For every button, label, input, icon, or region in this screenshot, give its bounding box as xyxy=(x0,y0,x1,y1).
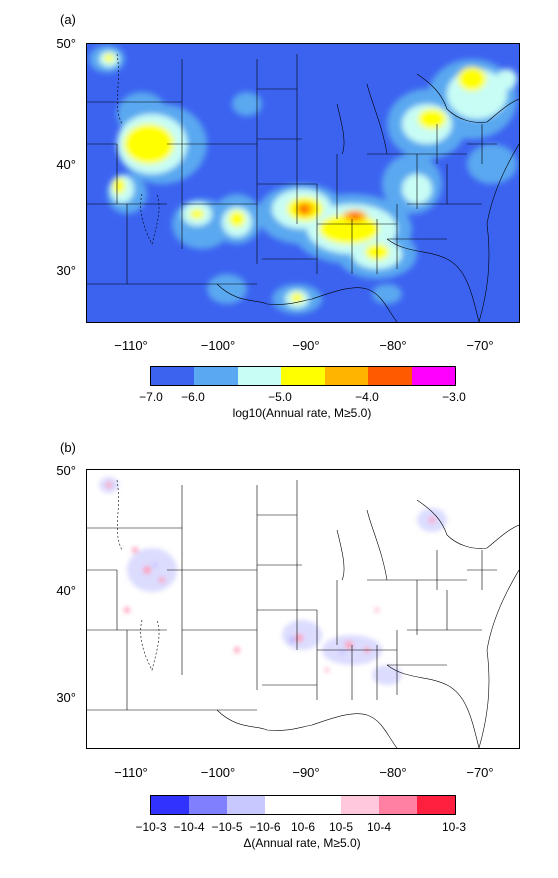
panel-a-lat-40: 40° xyxy=(56,157,76,172)
panel-b-lon-90: −90° xyxy=(292,765,320,780)
colorbar-b-segment-3 xyxy=(265,796,303,814)
colorbar-a-segment-4 xyxy=(324,367,369,385)
colorbar-b-segment-0 xyxy=(151,796,189,814)
colorbar-a-tick-3: −4.0 xyxy=(355,390,379,404)
panel-b-lon-100: −100° xyxy=(200,765,236,780)
panel-a-lon-70: −70° xyxy=(466,338,494,353)
panel-a-label: (a) xyxy=(60,12,76,27)
state-borders-b xyxy=(87,480,519,748)
colorbar-b-tick-4: 10-6 xyxy=(290,820,316,834)
rate-contours xyxy=(89,45,517,314)
panel-a-lon-100: −100° xyxy=(200,338,236,353)
colorbar-a-tick-2: −5.0 xyxy=(268,390,292,404)
state-borders xyxy=(87,54,519,322)
colorbar-b-tick-2: −10-5 xyxy=(211,820,243,834)
colorbar-b-segment-5 xyxy=(341,796,379,814)
colorbar-b-tick-1: −10-4 xyxy=(173,820,205,834)
panel-b-lat-40: 40° xyxy=(56,583,76,598)
dashed-boundary-b xyxy=(116,479,160,671)
colorbar-b-segment-1 xyxy=(189,796,227,814)
panel-b-lon-110: −110° xyxy=(114,765,148,780)
colorbar-b-tick-0: −10-3 xyxy=(135,820,167,834)
colorbar-a-segment-5 xyxy=(368,367,412,385)
panel-b-lon-70: −70° xyxy=(466,765,494,780)
colorbar-b-segment-4 xyxy=(303,796,341,814)
colorbar-a-segment-1 xyxy=(194,367,238,385)
panel-a-lon-110: −110° xyxy=(114,338,148,353)
colorbar-a-tick-1: −6.0 xyxy=(181,390,205,404)
colorbar-a-tick-0: −7.0 xyxy=(139,390,163,404)
panel-b-lat-50: 50° xyxy=(56,463,76,478)
panel-a-lon-90: −90° xyxy=(292,338,320,353)
panel-a-lat-50: 50° xyxy=(56,36,76,51)
panel-b-lon-80: −80° xyxy=(379,765,407,780)
colorbar-a-segment-6 xyxy=(411,367,455,385)
colorbar-b-title: Δ(Annual rate, M≥5.0) xyxy=(243,836,361,850)
colorbar-a-tick-4: −3.0 xyxy=(442,390,466,404)
colorbar-a-segment-0 xyxy=(151,367,195,385)
rate-difference-map xyxy=(86,469,520,749)
panel-a-lon-80: −80° xyxy=(379,338,407,353)
difference-colorbar xyxy=(150,795,456,815)
colorbar-b-segment-2 xyxy=(227,796,265,814)
colorbar-b-tick-7: 10-3 xyxy=(441,820,467,834)
panel-b-label: (b) xyxy=(60,440,76,455)
dashed-boundary xyxy=(116,53,160,245)
hazard-rate-map xyxy=(86,43,520,323)
difference-spots xyxy=(99,477,447,685)
colorbar-b-tick-5: 10-5 xyxy=(328,820,354,834)
rate-difference-map-svg xyxy=(87,477,519,748)
panel-b-lat-30: 30° xyxy=(56,690,76,705)
colorbar-a-title: log10(Annual rate, M≥5.0) xyxy=(232,406,372,420)
colorbar-b-tick-6: 10-4 xyxy=(366,820,392,834)
panel-a-lat-30: 30° xyxy=(56,263,76,278)
colorbar-a-segment-2 xyxy=(237,367,282,385)
colorbar-b-tick-3: −10-6 xyxy=(249,820,281,834)
hazard-rate-map-svg xyxy=(87,45,519,322)
rate-colorbar xyxy=(150,366,456,386)
colorbar-b-segment-7 xyxy=(417,796,455,814)
colorbar-a-segment-3 xyxy=(281,367,325,385)
colorbar-b-segment-6 xyxy=(379,796,417,814)
